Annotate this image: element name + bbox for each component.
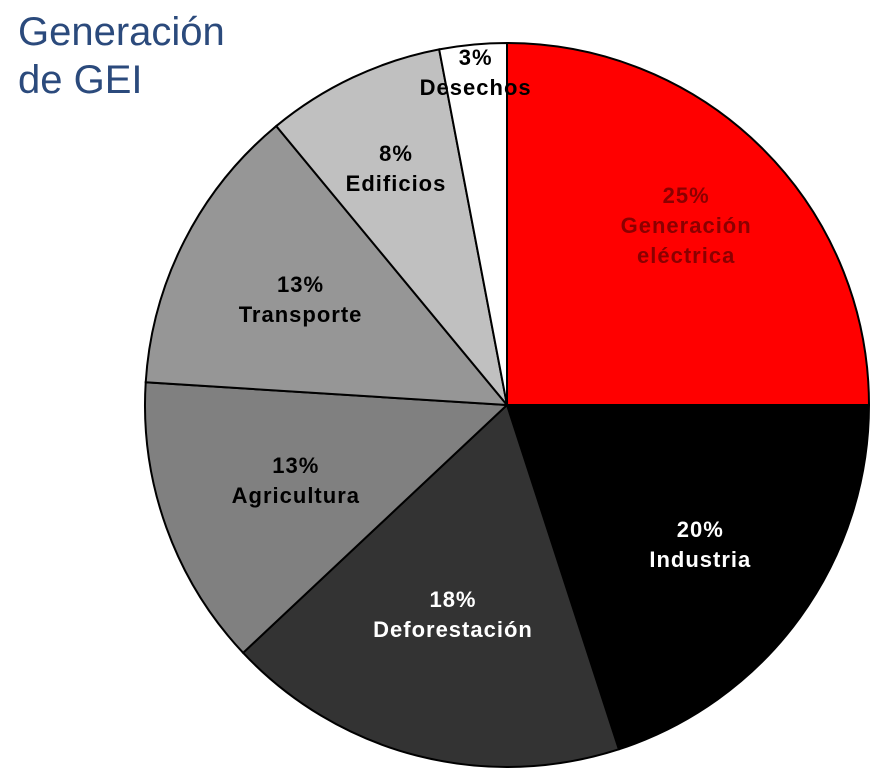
slice-label: 3% Desechos	[376, 43, 576, 103]
pie-slice	[506, 41, 871, 406]
pie-slice	[144, 381, 510, 655]
pie-slice	[505, 404, 871, 751]
value-label: 8%	[379, 141, 413, 167]
slice-label: 20% Industria	[600, 515, 800, 575]
slice-label: 8% Edificios	[296, 139, 496, 199]
category-label: Generación eléctrica	[620, 212, 752, 268]
slice-label: 25% Generación eléctrica	[586, 181, 786, 271]
category-label: Transporte	[238, 301, 363, 327]
value-label: 3%	[458, 45, 493, 71]
pie-slice	[274, 48, 508, 406]
value-label: 13%	[277, 271, 325, 297]
chart-title: Generación de GEI	[18, 10, 225, 102]
slice-label: 18% Deforestación	[333, 585, 573, 645]
pie-slice	[437, 41, 508, 406]
category-label: Industria	[649, 547, 752, 573]
value-label: 25%	[662, 182, 710, 208]
slice-label: 13% Transporte	[201, 270, 401, 330]
value-label: 20%	[676, 517, 724, 543]
pie-slice	[144, 124, 510, 407]
category-label: Edificios	[345, 171, 447, 197]
category-label: Agricultura	[231, 483, 360, 509]
pie-slice	[241, 403, 621, 768]
category-label: Desechos	[419, 75, 532, 101]
value-label: 13%	[272, 453, 320, 479]
category-label: Deforestación	[373, 617, 533, 643]
slice-label: 13% Agricultura	[196, 451, 396, 511]
value-label: 18%	[429, 587, 477, 613]
